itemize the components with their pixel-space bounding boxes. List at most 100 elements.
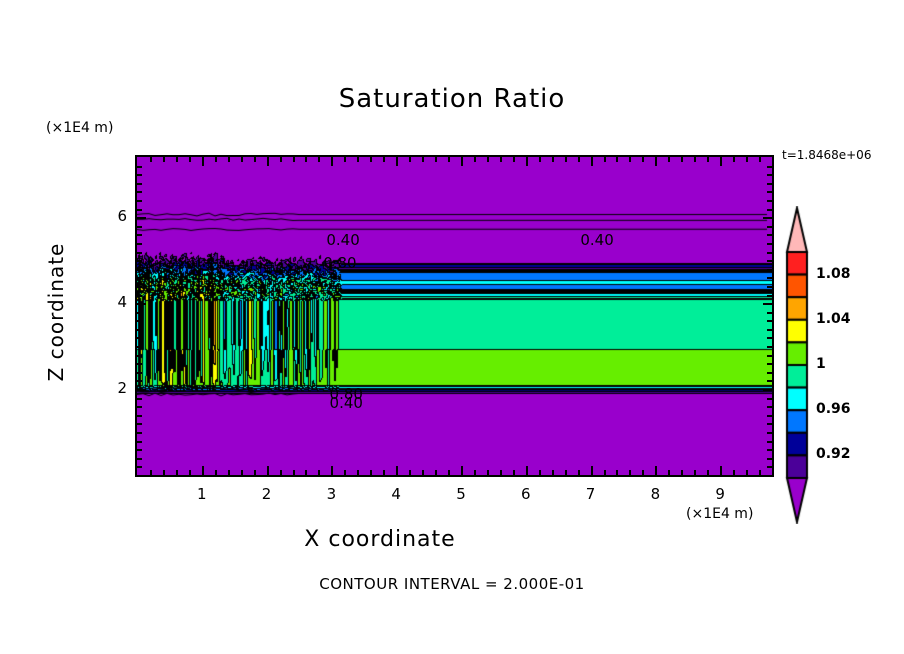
colorbar-label: 0.92 bbox=[816, 446, 851, 463]
x-tick-top bbox=[305, 157, 308, 162]
x-tick-bottom bbox=[266, 466, 269, 475]
x-tick-top bbox=[175, 157, 178, 162]
y-tick-label: 6 bbox=[117, 207, 127, 226]
y-tick-left bbox=[137, 346, 142, 349]
x-tick-bottom bbox=[460, 466, 463, 475]
x-tick-top bbox=[214, 157, 217, 162]
y-tick-right bbox=[767, 414, 772, 417]
x-tick-bottom bbox=[642, 470, 645, 475]
x-tick-top bbox=[681, 157, 684, 162]
y-tick-right bbox=[767, 294, 772, 297]
x-tick-top bbox=[733, 157, 736, 162]
page-title: Saturation Ratio bbox=[338, 84, 566, 114]
y-tick-right bbox=[767, 234, 772, 237]
y-tick-right bbox=[767, 182, 772, 185]
x-tick-top bbox=[486, 157, 489, 162]
x-tick-top bbox=[668, 157, 671, 162]
x-tick-bottom bbox=[162, 470, 165, 475]
y-tick-right bbox=[767, 449, 772, 452]
x-tick-top bbox=[499, 157, 502, 162]
y-tick-left bbox=[137, 199, 142, 202]
y-tick-left bbox=[137, 268, 142, 271]
colorbar-label: 0.96 bbox=[816, 401, 851, 418]
y-tick-right bbox=[767, 346, 772, 349]
y-tick-right bbox=[767, 457, 772, 460]
x-tick-bottom bbox=[707, 470, 710, 475]
x-tick-bottom bbox=[512, 470, 515, 475]
x-tick-label: 3 bbox=[326, 485, 337, 503]
y-tick-left bbox=[137, 414, 142, 417]
y-tick-right bbox=[767, 199, 772, 202]
x-tick-top bbox=[149, 157, 152, 162]
x-tick-top bbox=[564, 157, 567, 162]
x-tick-bottom bbox=[759, 470, 762, 475]
x-tick-bottom bbox=[733, 470, 736, 475]
x-tick-bottom bbox=[772, 470, 774, 475]
x-tick-bottom bbox=[201, 466, 204, 475]
x-tick-bottom bbox=[435, 470, 438, 475]
y-tick-left bbox=[137, 208, 142, 211]
y-tick-left bbox=[137, 371, 142, 374]
y-tick-right bbox=[767, 251, 772, 254]
y-tick-left bbox=[137, 449, 142, 452]
x-tick-top bbox=[460, 157, 463, 166]
x-tick-bottom bbox=[292, 470, 295, 475]
x-tick-bottom bbox=[188, 470, 191, 475]
x-tick-top bbox=[512, 157, 515, 162]
x-tick-bottom bbox=[344, 470, 347, 475]
y-tick-right bbox=[763, 303, 772, 306]
x-tick-bottom bbox=[279, 470, 282, 475]
x-tick-top bbox=[201, 157, 204, 166]
x-tick-top bbox=[603, 157, 606, 162]
y-tick-left bbox=[137, 165, 142, 168]
x-tick-bottom bbox=[499, 470, 502, 475]
contour-plot-area[interactable] bbox=[135, 155, 774, 477]
y-tick-left bbox=[137, 328, 142, 331]
x-tick-bottom bbox=[746, 470, 749, 475]
x-tick-bottom bbox=[551, 470, 554, 475]
x-tick-bottom bbox=[149, 470, 152, 475]
y-tick-right bbox=[767, 354, 772, 357]
y-tick-left bbox=[137, 397, 142, 400]
y-tick-left bbox=[137, 234, 142, 237]
x-tick-top bbox=[590, 157, 593, 166]
x-tick-top bbox=[279, 157, 282, 162]
contour-label: 0.40 bbox=[326, 231, 360, 250]
y-tick-left bbox=[137, 380, 142, 383]
x-tick-top bbox=[409, 157, 412, 162]
x-tick-top bbox=[720, 157, 723, 166]
contour-label: 0.40 bbox=[580, 231, 614, 250]
x-tick-bottom bbox=[525, 466, 528, 475]
x-tick-top bbox=[370, 157, 373, 162]
x-tick-label: 1 bbox=[197, 485, 207, 503]
x-tick-bottom bbox=[720, 466, 723, 475]
colorbar-label: 1.08 bbox=[816, 265, 851, 282]
y-tick-left bbox=[137, 389, 146, 392]
x-tick-bottom bbox=[370, 470, 373, 475]
y-tick-right bbox=[767, 440, 772, 443]
y-tick-right bbox=[767, 371, 772, 374]
y-tick-left bbox=[137, 337, 142, 340]
y-tick-left bbox=[137, 466, 142, 469]
x-tick-bottom bbox=[383, 470, 386, 475]
x-tick-bottom bbox=[616, 470, 619, 475]
y-tick-left bbox=[137, 363, 142, 366]
x-tick-top bbox=[396, 157, 399, 166]
x-tick-top bbox=[642, 157, 645, 162]
y-tick-label: 2 bbox=[117, 379, 127, 398]
x-tick-label: 6 bbox=[520, 485, 531, 503]
y-tick-right bbox=[767, 260, 772, 263]
colorbar[interactable] bbox=[780, 206, 814, 524]
y-tick-right bbox=[767, 328, 772, 331]
x-tick-top bbox=[253, 157, 256, 162]
x-tick-bottom bbox=[473, 470, 476, 475]
x-tick-bottom bbox=[668, 470, 671, 475]
x-tick-label: 7 bbox=[585, 485, 596, 503]
timestamp-label: t=1.8468e+06 bbox=[782, 148, 872, 162]
y-tick-right bbox=[767, 208, 772, 211]
x-axis-units-label: (×1E4 m) bbox=[686, 506, 754, 522]
y-tick-left bbox=[137, 260, 142, 263]
x-tick-top bbox=[746, 157, 749, 162]
x-tick-top bbox=[577, 157, 580, 162]
y-tick-right bbox=[767, 285, 772, 288]
